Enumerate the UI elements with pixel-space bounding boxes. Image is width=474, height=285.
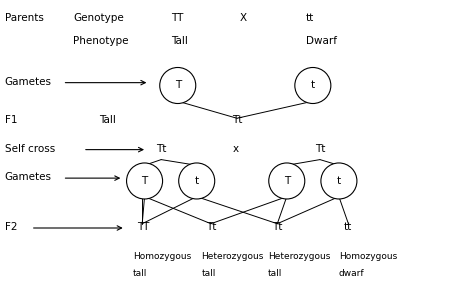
Text: Homozygous: Homozygous: [339, 252, 397, 261]
Text: Heterozygous: Heterozygous: [268, 252, 330, 261]
Text: T: T: [283, 176, 290, 186]
Text: tt: tt: [306, 13, 314, 23]
Text: tall: tall: [268, 269, 282, 278]
Text: x: x: [232, 144, 238, 154]
Text: Phenotype: Phenotype: [73, 36, 129, 46]
Text: Tt: Tt: [273, 222, 283, 232]
Text: F1: F1: [5, 115, 17, 125]
Text: F2: F2: [5, 222, 17, 232]
Text: TT: TT: [137, 222, 150, 232]
Text: T: T: [141, 176, 148, 186]
Text: Tall: Tall: [171, 36, 188, 46]
Text: Dwarf: Dwarf: [306, 36, 337, 46]
Ellipse shape: [295, 68, 331, 103]
Text: t: t: [311, 80, 315, 91]
Text: T: T: [174, 80, 181, 91]
Text: Homozygous: Homozygous: [133, 252, 191, 261]
Text: tall: tall: [133, 269, 147, 278]
Ellipse shape: [127, 163, 163, 199]
Text: Gametes: Gametes: [5, 172, 52, 182]
Text: Genotype: Genotype: [73, 13, 124, 23]
Text: Tt: Tt: [232, 115, 243, 125]
Text: t: t: [337, 176, 341, 186]
Text: TT: TT: [171, 13, 183, 23]
Text: Tall: Tall: [100, 115, 117, 125]
Ellipse shape: [321, 163, 357, 199]
Text: t: t: [195, 176, 199, 186]
Text: Parents: Parents: [5, 13, 44, 23]
Text: Self cross: Self cross: [5, 144, 55, 154]
Text: dwarf: dwarf: [339, 269, 365, 278]
Text: X: X: [239, 13, 246, 23]
Text: Tt: Tt: [156, 144, 167, 154]
Text: Tt: Tt: [206, 222, 217, 232]
Text: Heterozygous: Heterozygous: [201, 252, 264, 261]
Text: Tt: Tt: [315, 144, 326, 154]
Text: Gametes: Gametes: [5, 77, 52, 87]
Ellipse shape: [179, 163, 215, 199]
Ellipse shape: [160, 68, 196, 103]
Text: tt: tt: [344, 222, 352, 232]
Text: tall: tall: [201, 269, 216, 278]
Ellipse shape: [269, 163, 305, 199]
